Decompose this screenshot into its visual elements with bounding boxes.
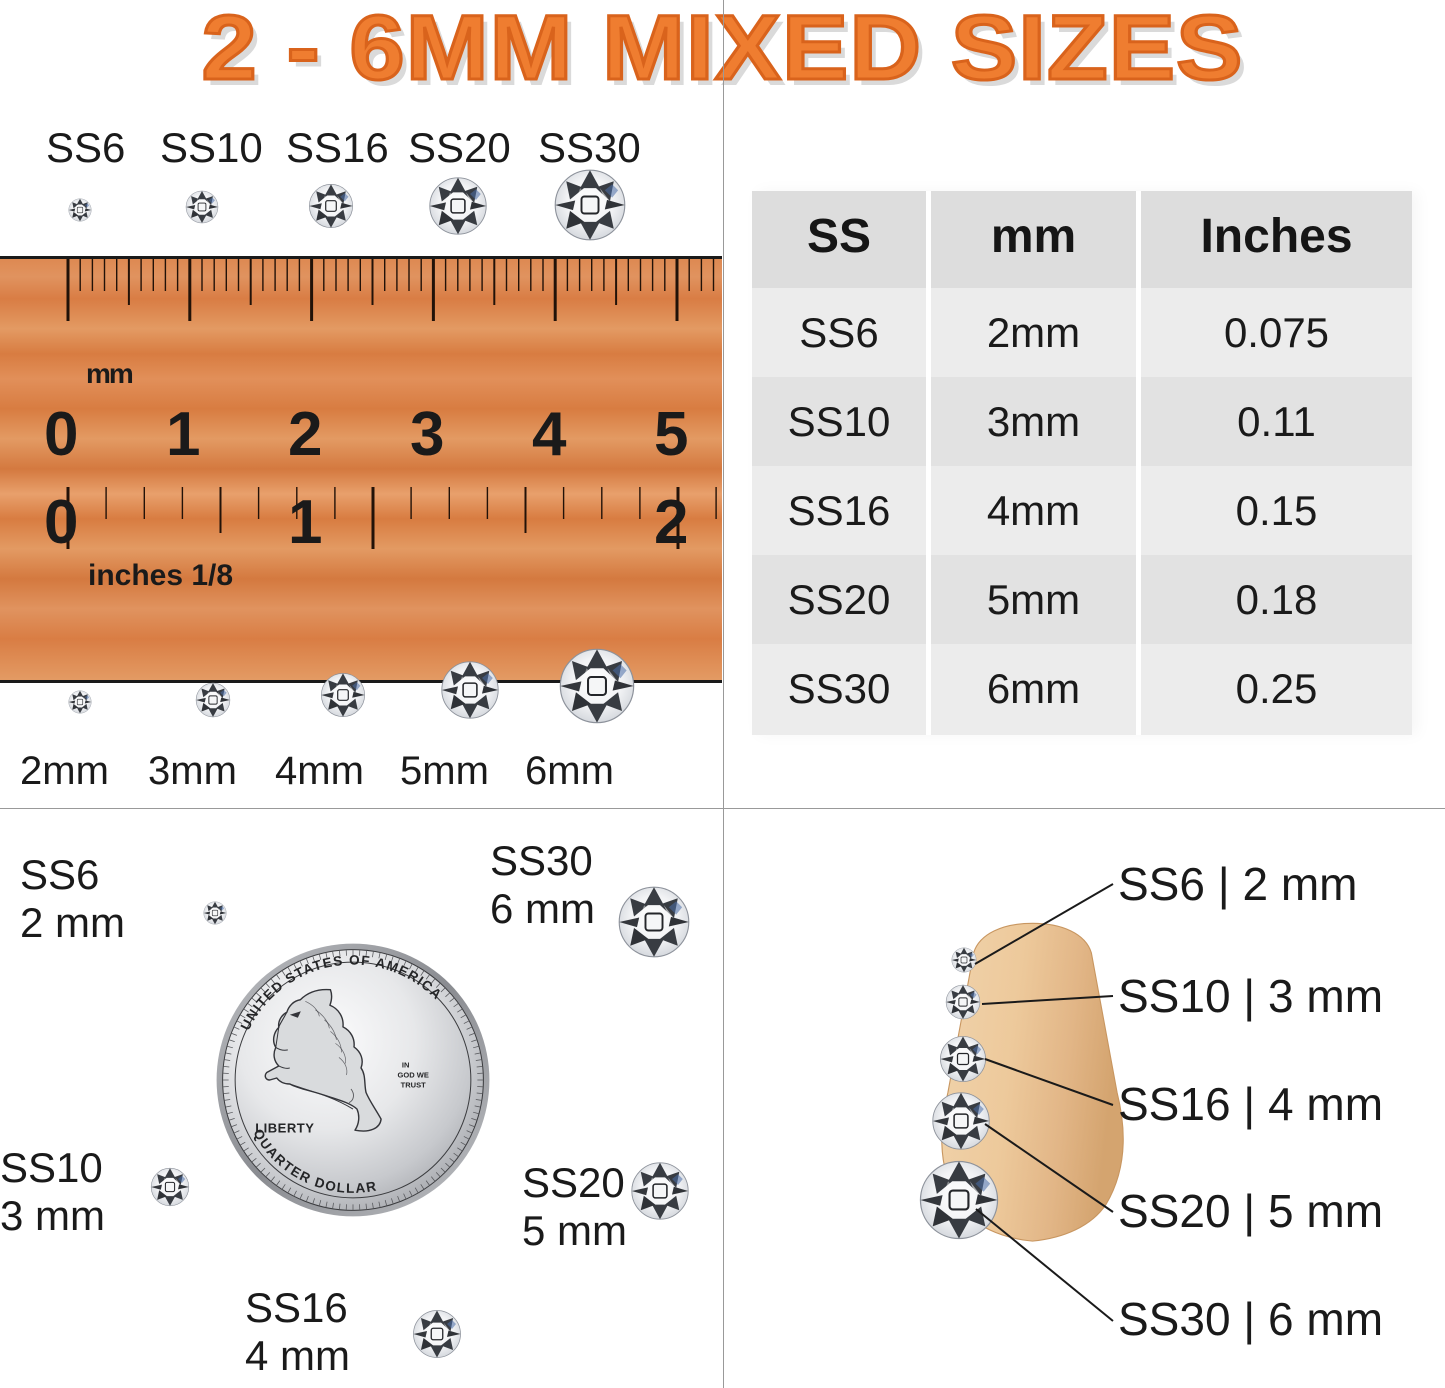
svg-text:GOD WE: GOD WE xyxy=(398,1070,429,1079)
svg-text:LIBERTY: LIBERTY xyxy=(255,1121,314,1136)
svg-text:TRUST: TRUST xyxy=(401,1081,426,1090)
svg-text:IN: IN xyxy=(402,1060,410,1069)
